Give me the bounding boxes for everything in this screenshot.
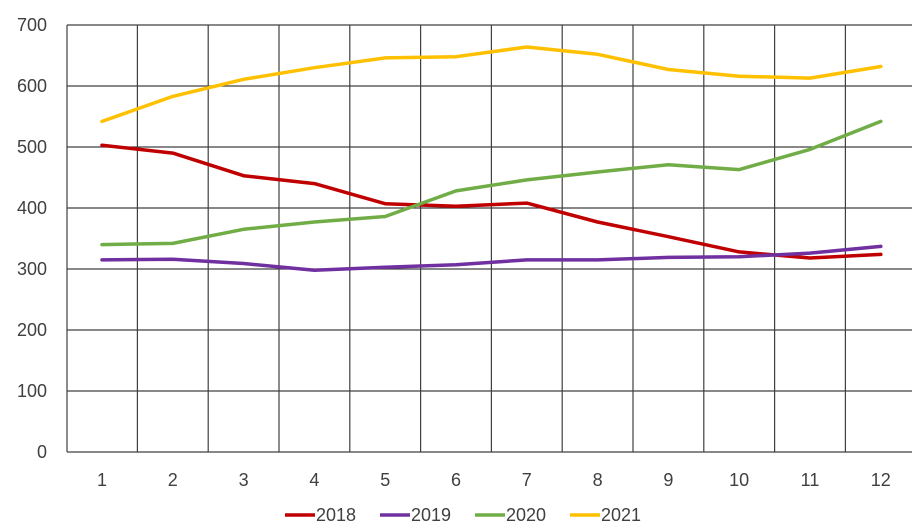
x-tick-label: 7: [522, 470, 532, 490]
x-tick-label: 6: [451, 470, 461, 490]
series-lines: [100, 45, 883, 272]
x-tick-label: 1: [97, 470, 107, 490]
series-line-2021: [100, 45, 883, 124]
x-tick-label: 2: [168, 470, 178, 490]
series-line-2018: [100, 143, 883, 260]
grid-lines: [66, 24, 912, 453]
legend-label: 2021: [601, 505, 641, 524]
x-tick-label: 10: [729, 470, 749, 490]
y-tick-label: 600: [17, 76, 47, 96]
x-tick-label: 11: [801, 470, 820, 490]
y-tick-label: 0: [37, 442, 47, 462]
x-tick-label: 4: [309, 470, 319, 490]
x-tick-label: 3: [239, 470, 249, 490]
y-tick-label: 300: [17, 259, 47, 279]
series-line-2020: [100, 119, 883, 247]
y-tick-label: 200: [17, 320, 47, 340]
y-axis-ticks: 0 100 200 300 400 500 600 700: [17, 15, 47, 462]
x-tick-label: 5: [380, 470, 390, 490]
y-tick-label: 500: [17, 137, 47, 157]
x-tick-label: 9: [663, 470, 673, 490]
x-axis-ticks: 1 2 3 4 5 6 7 8 9 10 11 12: [97, 470, 891, 490]
legend-label: 2018: [316, 505, 356, 524]
x-tick-label: 8: [593, 470, 603, 490]
x-tick-label: 12: [871, 470, 891, 490]
legend-label: 2020: [506, 505, 546, 524]
series-line-2019: [100, 244, 883, 272]
y-tick-label: 100: [17, 381, 47, 401]
y-tick-label: 700: [17, 15, 47, 35]
legend: 2018 2019 2020 2021: [285, 505, 641, 524]
legend-label: 2019: [411, 505, 451, 524]
y-tick-label: 400: [17, 198, 47, 218]
